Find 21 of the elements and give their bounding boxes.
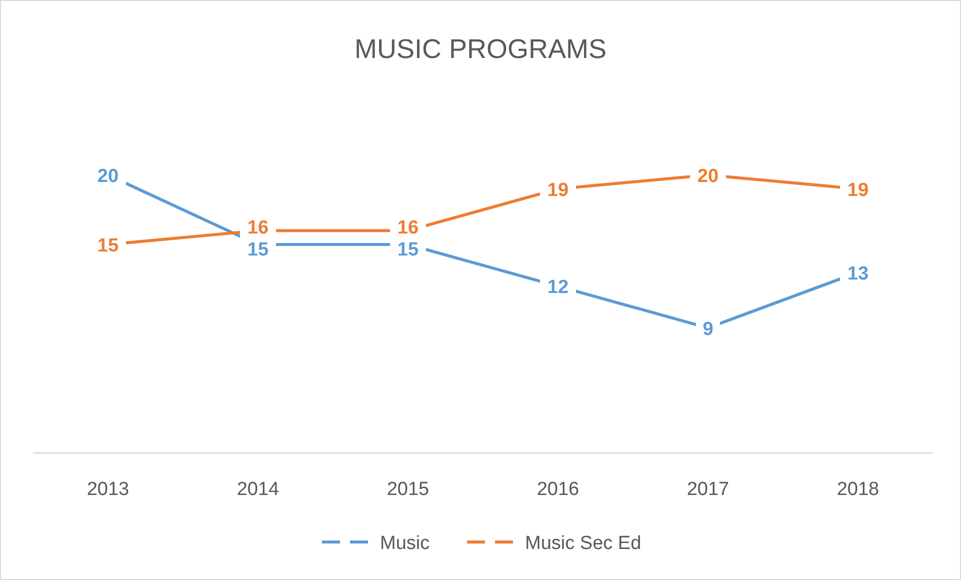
data-label: 15 xyxy=(247,240,269,261)
data-label: 16 xyxy=(397,218,419,239)
data-label: 12 xyxy=(547,277,569,298)
data-label: 15 xyxy=(397,240,419,261)
legend-label: Music xyxy=(380,533,430,554)
data-label: 9 xyxy=(702,318,714,340)
x-tick-label: 2016 xyxy=(536,479,580,500)
x-tick-label: 2015 xyxy=(386,479,430,500)
x-tick-label: 2014 xyxy=(236,479,280,500)
data-label: 16 xyxy=(247,218,269,239)
data-label: 20 xyxy=(697,166,719,187)
data-label: 13 xyxy=(847,263,869,284)
chart-title: MUSIC PROGRAMS xyxy=(354,34,607,64)
data-label: 15 xyxy=(97,236,119,256)
x-tick-label: 2018 xyxy=(836,479,880,500)
data-label: 19 xyxy=(847,180,869,201)
x-tick-label: 2017 xyxy=(686,479,730,500)
data-label: 19 xyxy=(547,180,569,201)
x-tick-label: 2013 xyxy=(86,479,130,500)
data-label: 20 xyxy=(97,166,119,187)
legend-label: Music Sec Ed xyxy=(525,533,642,554)
